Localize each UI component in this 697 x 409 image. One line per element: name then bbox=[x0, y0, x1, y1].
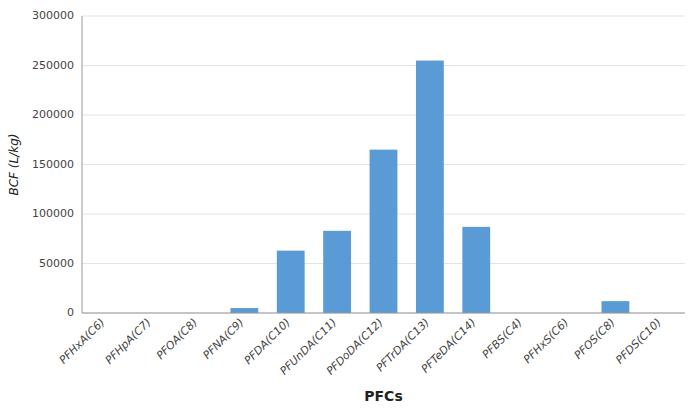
bar bbox=[323, 231, 351, 313]
y-tick-label: 250000 bbox=[32, 59, 74, 72]
y-axis-line bbox=[82, 16, 83, 313]
x-tick-label: PFDS(C10) bbox=[613, 316, 664, 367]
x-axis: PFHxA(C6)PFHpA(C7)PFOA(C8)PFNA(C9)PFDA(C… bbox=[57, 316, 664, 378]
x-tick-label: PFNA(C9) bbox=[201, 316, 247, 362]
bar bbox=[230, 308, 258, 313]
x-tick-label: PFDA(C10) bbox=[242, 316, 293, 367]
x-axis-title: PFCs bbox=[364, 388, 402, 404]
x-tick-label: PFTeDA(C14) bbox=[419, 316, 479, 376]
y-tick-label: 300000 bbox=[32, 9, 74, 22]
x-tick-label: PFHxA(C6) bbox=[57, 316, 108, 367]
bar bbox=[462, 227, 490, 313]
x-axis-line bbox=[82, 313, 685, 314]
y-axis: 0 50000 100000 150000 200000 250000 300000 bbox=[32, 9, 74, 319]
grid-line bbox=[82, 65, 685, 66]
bar bbox=[277, 251, 305, 313]
y-tick-label: 150000 bbox=[32, 158, 74, 171]
chart-container: 0 50000 100000 150000 200000 250000 300000 PFHx… bbox=[0, 0, 697, 409]
bar bbox=[416, 61, 444, 313]
grid bbox=[82, 16, 685, 313]
x-tick-label: PFBS(C4) bbox=[480, 316, 525, 361]
grid-line bbox=[82, 16, 685, 17]
grid-line bbox=[82, 313, 685, 314]
x-tick-label: PFOA(C8) bbox=[154, 316, 200, 362]
y-tick-label: 50000 bbox=[39, 257, 74, 270]
bar bbox=[602, 301, 630, 313]
y-axis-title: BCF (L/kg) bbox=[7, 134, 21, 196]
x-tick-label: PFHxS(C6) bbox=[521, 316, 571, 366]
x-tick-label: PFOS(C8) bbox=[572, 316, 618, 362]
grid-line bbox=[82, 115, 685, 116]
y-tick-label: 200000 bbox=[32, 108, 74, 121]
bar bbox=[370, 150, 398, 313]
y-tick-label: 0 bbox=[67, 306, 74, 319]
y-tick-label: 100000 bbox=[32, 207, 74, 220]
chart-svg: 0 50000 100000 150000 200000 250000 300000 PFHx… bbox=[0, 0, 697, 409]
bars bbox=[230, 61, 629, 313]
x-tick-label: PFHpA(C7) bbox=[103, 316, 154, 367]
